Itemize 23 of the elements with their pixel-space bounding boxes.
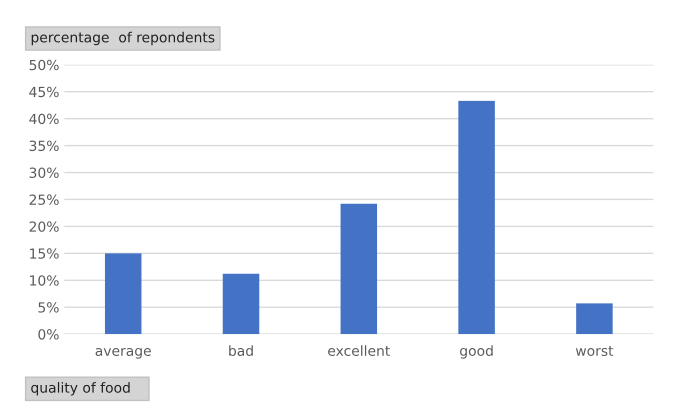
x-tick-label: average xyxy=(96,348,151,359)
bar xyxy=(458,100,495,334)
y-tick-label: 25% xyxy=(30,194,59,205)
y-tick-label: 50% xyxy=(30,60,59,70)
bar xyxy=(104,253,142,334)
y-tick-label: 20% xyxy=(30,221,59,232)
x-tick-label: excellent xyxy=(328,345,390,356)
y-tick-label: 45% xyxy=(29,86,59,98)
bar xyxy=(222,274,260,334)
y-tick-label: 35% xyxy=(30,140,59,152)
x-tick-label: good xyxy=(460,345,493,359)
x-tick-label: worst xyxy=(576,346,614,356)
y-tick-label: 10% xyxy=(30,275,59,286)
y-tick-label: 15% xyxy=(30,248,59,259)
y-axis-title: percentage of repondents xyxy=(32,32,214,46)
bar xyxy=(340,204,378,334)
x-axis-title: quality of food xyxy=(31,382,130,396)
y-tick-label: 5% xyxy=(38,302,59,313)
y-tick-label: 30% xyxy=(30,168,59,178)
x-tick-label: bad xyxy=(229,345,253,356)
y-tick-label: 0% xyxy=(38,329,59,340)
y-tick-label: 40% xyxy=(29,114,59,124)
bar xyxy=(576,303,613,334)
